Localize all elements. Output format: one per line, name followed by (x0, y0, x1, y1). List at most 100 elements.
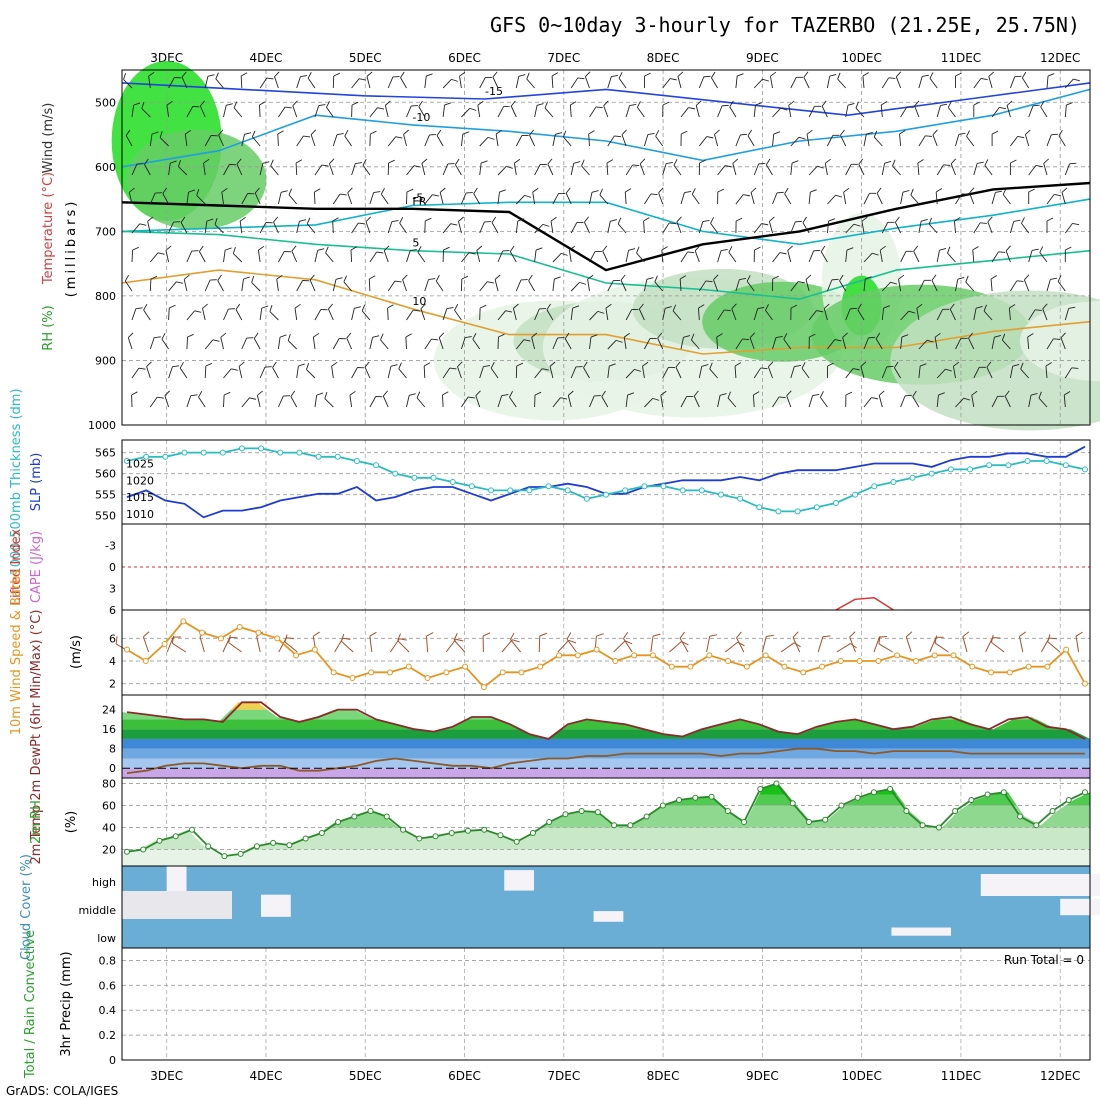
wind-barb-staff (387, 136, 397, 147)
wind-barb (606, 159, 613, 176)
wind-barb-staff (955, 193, 963, 205)
wind-barb-flag (444, 102, 452, 106)
wind-barb-staff (607, 340, 617, 350)
wind-barb (820, 245, 828, 263)
wind-barb-staff (746, 281, 755, 292)
surface-barb-flag (736, 631, 742, 639)
thickness-line-point (679, 487, 686, 494)
wind-barb (369, 335, 380, 350)
wind-barb-staff (643, 220, 645, 234)
wind-barb-staff (439, 192, 444, 205)
wind-barb (551, 72, 559, 89)
wind-barb (819, 391, 828, 408)
wind-barb (497, 333, 505, 350)
wind-barb-staff (291, 250, 298, 263)
wind-barb (233, 101, 243, 118)
wind-barb (677, 71, 684, 89)
rh-line-point (1000, 789, 1007, 796)
surface-barb-staff (724, 641, 739, 653)
wind-barb-staff (479, 163, 482, 176)
wind-barb-flag (734, 362, 742, 367)
surface-barb-staff (836, 643, 851, 653)
pressure-tick-label: 600 (95, 161, 116, 174)
wind-barb (863, 276, 872, 292)
wind-barb-staff (131, 163, 138, 176)
wind-barb-flag (906, 250, 913, 252)
wind-barb (583, 361, 590, 379)
wind-barb (765, 158, 773, 176)
surface-barb-flag (849, 631, 856, 638)
wind-barb (1064, 246, 1072, 262)
wind-barb-staff (1009, 221, 1015, 234)
surface-barb-flag (115, 636, 118, 645)
wind-barb-flag (679, 275, 687, 280)
wind-barb-flag (266, 77, 274, 80)
wind-barb (1028, 104, 1040, 118)
wind-barb-staff (1028, 309, 1036, 321)
wind-speed-line-point (875, 658, 882, 664)
wind-speed-line-point (518, 669, 525, 676)
wind-barb-flag (388, 159, 395, 164)
wind-barb-flag (695, 100, 702, 106)
wind-barb-staff (952, 366, 956, 379)
wind-barb-flag (416, 391, 421, 398)
wind-barb-flag (495, 129, 502, 135)
wind-barb (642, 361, 649, 379)
wind-barb-staff (515, 221, 519, 234)
wind-barb (272, 361, 279, 379)
wind-barb-flag (647, 132, 655, 135)
wind-barb-flag (257, 390, 263, 396)
wind-barb (347, 187, 353, 205)
wind-barb (625, 103, 637, 118)
rh-tick-label: 20 (102, 844, 116, 857)
surface-barb-staff (991, 641, 1005, 653)
wind-barb-staff (918, 339, 928, 350)
wind-barb-flag (1016, 280, 1024, 282)
wind-barb (241, 337, 254, 350)
wind-barb-staff (369, 107, 378, 118)
wind-barb (241, 397, 257, 408)
rh-line-point (968, 797, 975, 803)
wind-barb-flag (454, 304, 459, 311)
wind-barb-staff (526, 78, 535, 89)
wind-barb-flag (776, 191, 784, 194)
wind-speed-line-point (1044, 663, 1051, 670)
wind-barb-staff (900, 395, 906, 408)
wind-barb (973, 305, 983, 321)
wind-barb-staff (362, 164, 371, 176)
surface-barb-staff (256, 636, 261, 653)
surface-barb-flag (934, 635, 938, 644)
rh-line-point (562, 811, 569, 818)
wind-barb-staff (459, 76, 462, 89)
wind-barb (346, 332, 353, 350)
thickness-line-point (1062, 462, 1069, 469)
wind-barb-staff (1064, 78, 1074, 89)
wind-barb (845, 163, 858, 176)
wind-barb-staff (532, 192, 536, 205)
wind-barb-flag (279, 334, 287, 338)
wind-barb (442, 246, 450, 263)
wind-barb (601, 390, 609, 408)
wind-barb-flag (585, 71, 591, 78)
wind-barb (881, 365, 894, 379)
wind-barb (900, 394, 912, 408)
rh-line-point (302, 835, 309, 842)
wind-barb-staff (547, 163, 554, 176)
wind-barb-flag (365, 216, 372, 222)
wind-barb-flag (364, 361, 370, 368)
wind-barb-flag (961, 193, 969, 195)
wind-barb (934, 332, 941, 350)
wind-barb (843, 187, 850, 205)
wind-barb-staff (183, 279, 188, 292)
wind-barb-staff (677, 76, 682, 89)
wind-barb-staff (570, 308, 574, 321)
wind-barb (1004, 390, 1011, 408)
surface-barb-flag (510, 632, 515, 640)
wind-barb-flag (868, 336, 876, 339)
wind-barb (497, 310, 513, 321)
wind-barb (589, 190, 599, 205)
wind-barb-staff (277, 337, 281, 350)
surface-barb-staff (1047, 641, 1061, 653)
wind-barb-flag (439, 187, 446, 193)
wind-barb-flag (314, 188, 321, 193)
